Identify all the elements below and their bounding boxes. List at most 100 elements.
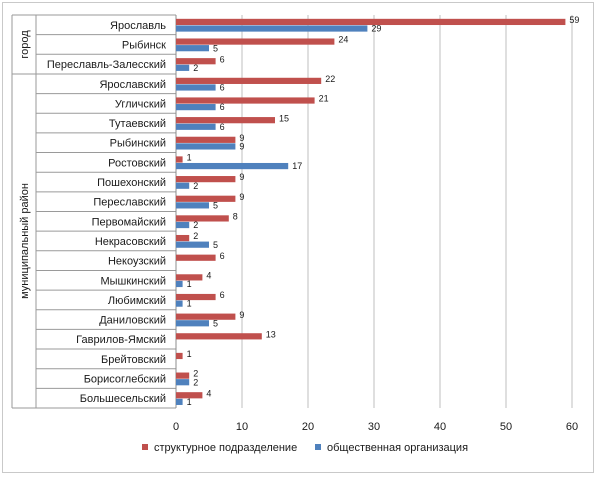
bar <box>176 215 229 222</box>
bar <box>176 254 216 261</box>
data-label: 22 <box>325 74 335 84</box>
legend-label-structural: структурное подразделение <box>154 442 297 454</box>
bar <box>176 313 236 320</box>
data-label: 2 <box>193 181 198 191</box>
data-label: 1 <box>187 279 192 289</box>
bar <box>176 241 209 248</box>
category-label: Ростовский <box>108 157 166 169</box>
bar <box>176 58 216 65</box>
category-label: Рыбинск <box>122 39 166 51</box>
category-label: Борисоглебский <box>84 374 166 386</box>
category-label: Большесельский <box>80 393 166 405</box>
data-label: 15 <box>279 113 289 123</box>
bar <box>176 182 190 189</box>
x-tick-label: 20 <box>302 421 314 433</box>
data-label: 9 <box>239 133 244 143</box>
bar <box>176 104 216 111</box>
x-tick-label: 30 <box>368 421 380 433</box>
bar <box>176 320 209 327</box>
data-label: 2 <box>193 231 198 241</box>
data-label: 6 <box>220 102 225 112</box>
bar <box>176 176 236 183</box>
data-label: 6 <box>220 290 225 300</box>
bar <box>176 143 236 150</box>
bar <box>176 293 216 301</box>
category-label: Угличский <box>115 98 166 110</box>
data-label: 9 <box>239 310 244 320</box>
category-label: Переславский <box>93 197 166 209</box>
bar <box>176 274 203 281</box>
data-label: 1 <box>187 153 192 163</box>
bar <box>176 162 289 170</box>
x-tick-label: 40 <box>434 421 446 433</box>
data-label: 2 <box>193 220 198 230</box>
data-label: 17 <box>292 161 302 171</box>
data-label: 5 <box>213 318 218 328</box>
legend-label-public: общественная организация <box>327 442 468 454</box>
bar <box>176 25 368 32</box>
category-label: Любимский <box>108 295 166 307</box>
group-label-district: муниципальный район <box>19 183 31 299</box>
data-label: 2 <box>193 63 198 73</box>
bar <box>176 18 566 26</box>
data-label: 4 <box>206 270 211 280</box>
category-label: Некрасовский <box>95 236 166 248</box>
category-label: Ярославль <box>110 20 166 32</box>
data-label: 59 <box>569 15 579 25</box>
data-label: 1 <box>187 397 192 407</box>
x-tick-label: 50 <box>500 421 512 433</box>
bar <box>176 156 183 163</box>
bar <box>176 300 183 307</box>
bar <box>176 372 190 379</box>
category-label: Гаврилов-Ямский <box>76 334 166 346</box>
bar <box>176 398 183 405</box>
data-label: 1 <box>187 349 192 359</box>
bar <box>176 333 262 340</box>
group-label-city: город <box>19 30 31 59</box>
data-label: 6 <box>220 83 225 93</box>
bar <box>176 123 216 130</box>
data-label: 1 <box>187 299 192 309</box>
bar <box>176 45 209 52</box>
category-label: Мышкинский <box>100 275 166 287</box>
data-label: 6 <box>220 122 225 132</box>
x-tick-label: 0 <box>173 421 179 433</box>
bar <box>176 136 236 143</box>
bar <box>176 280 183 288</box>
data-label: 13 <box>266 329 276 339</box>
category-label: Некоузский <box>108 256 166 268</box>
category-label: Рыбинский <box>110 138 166 150</box>
bar <box>176 64 190 71</box>
category-label: Пошехонский <box>97 177 166 189</box>
data-label: 9 <box>239 142 244 152</box>
bar <box>176 195 236 202</box>
category-label: Переславль-Залесский <box>47 59 166 71</box>
x-tick-label: 60 <box>566 421 578 433</box>
bar <box>176 117 275 124</box>
category-label: Первомайский <box>92 216 166 228</box>
category-label: Брейтовский <box>101 354 166 366</box>
bar <box>176 379 190 386</box>
data-label: 21 <box>319 94 329 104</box>
category-label: Даниловский <box>99 315 166 327</box>
data-label: 2 <box>193 369 198 379</box>
bar <box>176 234 190 242</box>
data-label: 24 <box>338 35 348 45</box>
bar <box>176 352 183 360</box>
data-label: 5 <box>213 240 218 250</box>
bar <box>176 84 216 91</box>
category-label: Ярославский <box>99 79 166 91</box>
x-tick-label: 10 <box>236 421 248 433</box>
bar <box>176 392 203 399</box>
data-label: 29 <box>371 24 381 34</box>
data-label: 9 <box>239 172 244 182</box>
bar <box>176 97 315 104</box>
bar <box>176 221 190 229</box>
bar <box>176 77 322 84</box>
legend-swatch-structural <box>142 444 148 450</box>
bar <box>176 38 335 45</box>
data-label: 2 <box>193 377 198 387</box>
data-label: 9 <box>239 192 244 202</box>
data-label: 5 <box>213 43 218 53</box>
